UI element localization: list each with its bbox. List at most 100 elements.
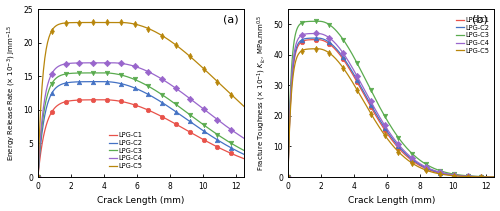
LPG-C3 <box>210 130 216 133</box>
LPG-C2 <box>412 160 418 163</box>
LPG-C5 <box>242 106 248 108</box>
LPG-C4 <box>222 124 228 127</box>
LPG-C5 <box>36 155 42 157</box>
LPG-C2 <box>210 136 216 138</box>
LPG-C4 <box>492 176 498 178</box>
LPG-C2 <box>408 157 414 160</box>
LPG-C3 <box>158 93 164 95</box>
Y-axis label: Energy Release Rate (× 10$^{-3}$) Jmm$^{-1.5}$: Energy Release Rate (× 10$^{-3}$) Jmm$^{… <box>6 25 18 161</box>
LPG-C5 <box>35 176 41 178</box>
LPG-C4 <box>408 156 414 159</box>
Text: (a): (a) <box>222 14 238 24</box>
LPG-C2 <box>460 175 466 177</box>
LPG-C5 <box>286 151 292 154</box>
LPG-C3 <box>162 95 168 98</box>
LPG-C5 <box>117 21 123 24</box>
Line: LPG-C1: LPG-C1 <box>38 100 244 177</box>
LPG-C3 <box>316 20 322 23</box>
LPG-C5 <box>408 161 414 164</box>
LPG-C1 <box>158 115 164 118</box>
Text: (b): (b) <box>472 14 488 24</box>
LPG-C2 <box>158 100 164 103</box>
LPG-C3 <box>473 175 479 178</box>
LPG-C4 <box>460 174 466 177</box>
LPG-C1 <box>222 150 228 152</box>
LPG-C1 <box>35 176 41 178</box>
LPG-C5 <box>285 176 291 178</box>
LPG-C1 <box>314 38 320 41</box>
Legend: LPG-C1, LPG-C2, LPG-C3, LPG-C4, LPG-C5: LPG-C1, LPG-C2, LPG-C3, LPG-C4, LPG-C5 <box>108 131 144 170</box>
Line: LPG-C2: LPG-C2 <box>288 38 494 177</box>
LPG-C4 <box>158 78 164 80</box>
LPG-C4 <box>285 176 291 178</box>
LPG-C4 <box>408 156 414 158</box>
Line: LPG-C1: LPG-C1 <box>288 40 494 177</box>
LPG-C1 <box>158 115 164 117</box>
LPG-C1 <box>286 150 292 152</box>
LPG-C4 <box>36 163 42 166</box>
LPG-C1 <box>242 158 248 160</box>
LPG-C3 <box>492 176 498 178</box>
LPG-C4 <box>109 62 115 64</box>
LPG-C2 <box>408 158 414 160</box>
LPG-C1 <box>162 117 168 119</box>
LPG-C4 <box>35 176 41 178</box>
LPG-C4 <box>314 32 320 35</box>
LPG-C2 <box>36 166 42 169</box>
LPG-C5 <box>158 34 164 36</box>
Line: LPG-C5: LPG-C5 <box>38 23 244 177</box>
LPG-C4 <box>158 77 164 80</box>
Y-axis label: Fracture Toughness (× 10$^{-1}$) $K_{Ic}$, MPa.mm$^{0.5}$: Fracture Toughness (× 10$^{-1}$) $K_{Ic}… <box>256 15 268 171</box>
LPG-C5 <box>158 34 164 37</box>
LPG-C1 <box>285 176 291 178</box>
LPG-C5 <box>408 161 414 164</box>
LPG-C1 <box>36 169 42 172</box>
LPG-C2 <box>162 103 168 106</box>
LPG-C3 <box>242 149 248 152</box>
LPG-C1 <box>408 158 414 161</box>
LPG-C5 <box>473 176 479 178</box>
Line: LPG-C4: LPG-C4 <box>288 34 494 177</box>
LPG-C3 <box>222 139 228 141</box>
LPG-C5 <box>460 175 466 178</box>
Legend: LPG-C1, LPG-C2, LPG-C3, LPG-C4, LPG-C5: LPG-C1, LPG-C2, LPG-C3, LPG-C4, LPG-C5 <box>454 16 491 55</box>
LPG-C2 <box>242 153 248 156</box>
LPG-C2 <box>492 176 498 178</box>
LPG-C2 <box>100 80 106 83</box>
LPG-C3 <box>408 152 414 154</box>
LPG-C5 <box>222 88 228 91</box>
LPG-C5 <box>162 36 168 39</box>
LPG-C5 <box>210 76 216 78</box>
LPG-C1 <box>473 175 479 178</box>
LPG-C5 <box>314 47 320 50</box>
LPG-C3 <box>285 176 291 178</box>
X-axis label: Crack Length (mm): Crack Length (mm) <box>348 196 435 206</box>
Line: LPG-C4: LPG-C4 <box>38 63 244 177</box>
Line: LPG-C3: LPG-C3 <box>288 21 494 177</box>
LPG-C3 <box>460 174 466 177</box>
LPG-C3 <box>100 72 106 74</box>
LPG-C3 <box>35 176 41 178</box>
LPG-C2 <box>286 149 292 151</box>
LPG-C2 <box>222 143 228 146</box>
LPG-C4 <box>473 175 479 178</box>
Line: LPG-C5: LPG-C5 <box>288 49 494 177</box>
LPG-C3 <box>286 144 292 146</box>
LPG-C2 <box>285 176 291 178</box>
LPG-C5 <box>492 176 498 178</box>
LPG-C3 <box>36 165 42 167</box>
LPG-C3 <box>412 155 418 157</box>
LPG-C3 <box>408 151 414 154</box>
LPG-C4 <box>412 159 418 162</box>
LPG-C1 <box>460 175 466 177</box>
LPG-C2 <box>473 175 479 178</box>
LPG-C3 <box>158 93 164 96</box>
LPG-C1 <box>412 161 418 164</box>
LPG-C4 <box>162 80 168 82</box>
LPG-C1 <box>210 143 216 146</box>
LPG-C4 <box>210 115 216 117</box>
LPG-C2 <box>35 176 41 178</box>
Line: LPG-C2: LPG-C2 <box>38 82 244 177</box>
LPG-C4 <box>286 147 292 150</box>
LPG-C2 <box>158 101 164 103</box>
